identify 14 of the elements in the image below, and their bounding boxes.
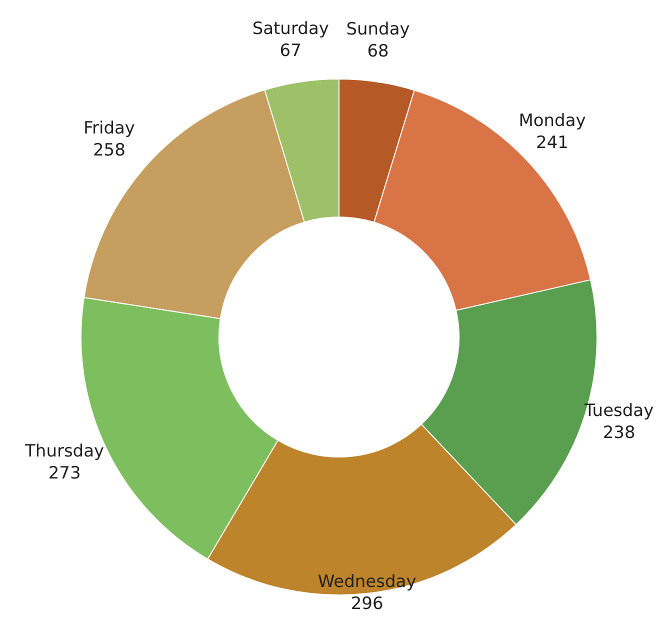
slice-label: Friday: [83, 118, 135, 138]
slice-label: Tuesday: [584, 400, 654, 421]
data-label: 68: [367, 41, 389, 62]
data-label: 296: [350, 594, 384, 614]
data-label: 258: [92, 140, 126, 160]
data-label: 67: [280, 41, 302, 62]
slice-label: Sunday: [346, 19, 410, 40]
data-label: 241: [536, 133, 568, 154]
slice-label: Monday: [518, 111, 586, 132]
data-label: 273: [48, 463, 81, 484]
data-label: 238: [602, 422, 636, 443]
slice-label: Wednesday: [318, 572, 416, 592]
slice-label: Thursday: [24, 441, 104, 462]
slice-label: Saturday: [252, 19, 329, 40]
